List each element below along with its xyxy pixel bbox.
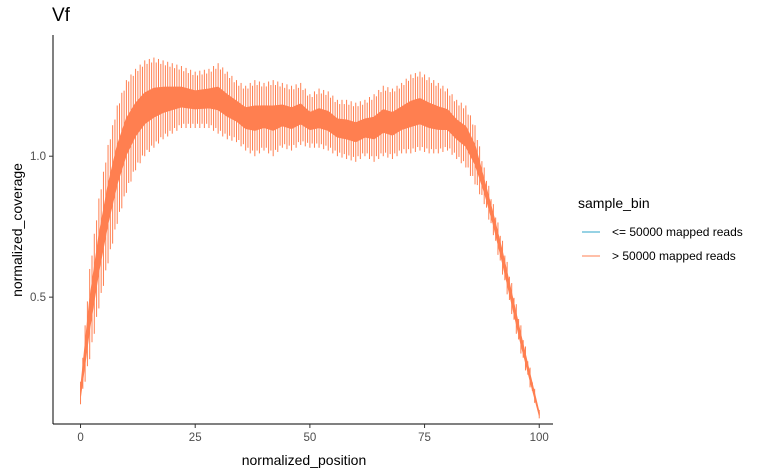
y-axis-ticks: 0.5 1.0 <box>30 151 53 304</box>
x-tick-label: 100 <box>530 432 549 444</box>
legend-title: sample_bin <box>578 195 650 211</box>
plot-area <box>80 57 540 419</box>
x-tick-label: 25 <box>189 432 202 444</box>
x-tick-label: 0 <box>77 432 83 444</box>
legend: sample_bin <= 50000 mapped reads > 50000… <box>578 195 743 263</box>
x-tick-label: 50 <box>303 432 316 444</box>
x-axis-title: normalized_position <box>242 452 367 468</box>
y-tick-label: 0.5 <box>30 292 46 304</box>
legend-label-low: <= 50000 mapped reads <box>612 225 743 239</box>
x-axis-ticks: 0 25 50 75 100 <box>77 424 549 444</box>
coverage-core-band <box>80 86 540 416</box>
legend-label-high: > 50000 mapped reads <box>612 249 736 263</box>
y-axis-title: normalized_coverage <box>9 163 25 297</box>
y-tick-label: 1.0 <box>30 151 46 163</box>
chart-title: Vf <box>52 5 71 26</box>
x-tick-label: 75 <box>418 432 431 444</box>
